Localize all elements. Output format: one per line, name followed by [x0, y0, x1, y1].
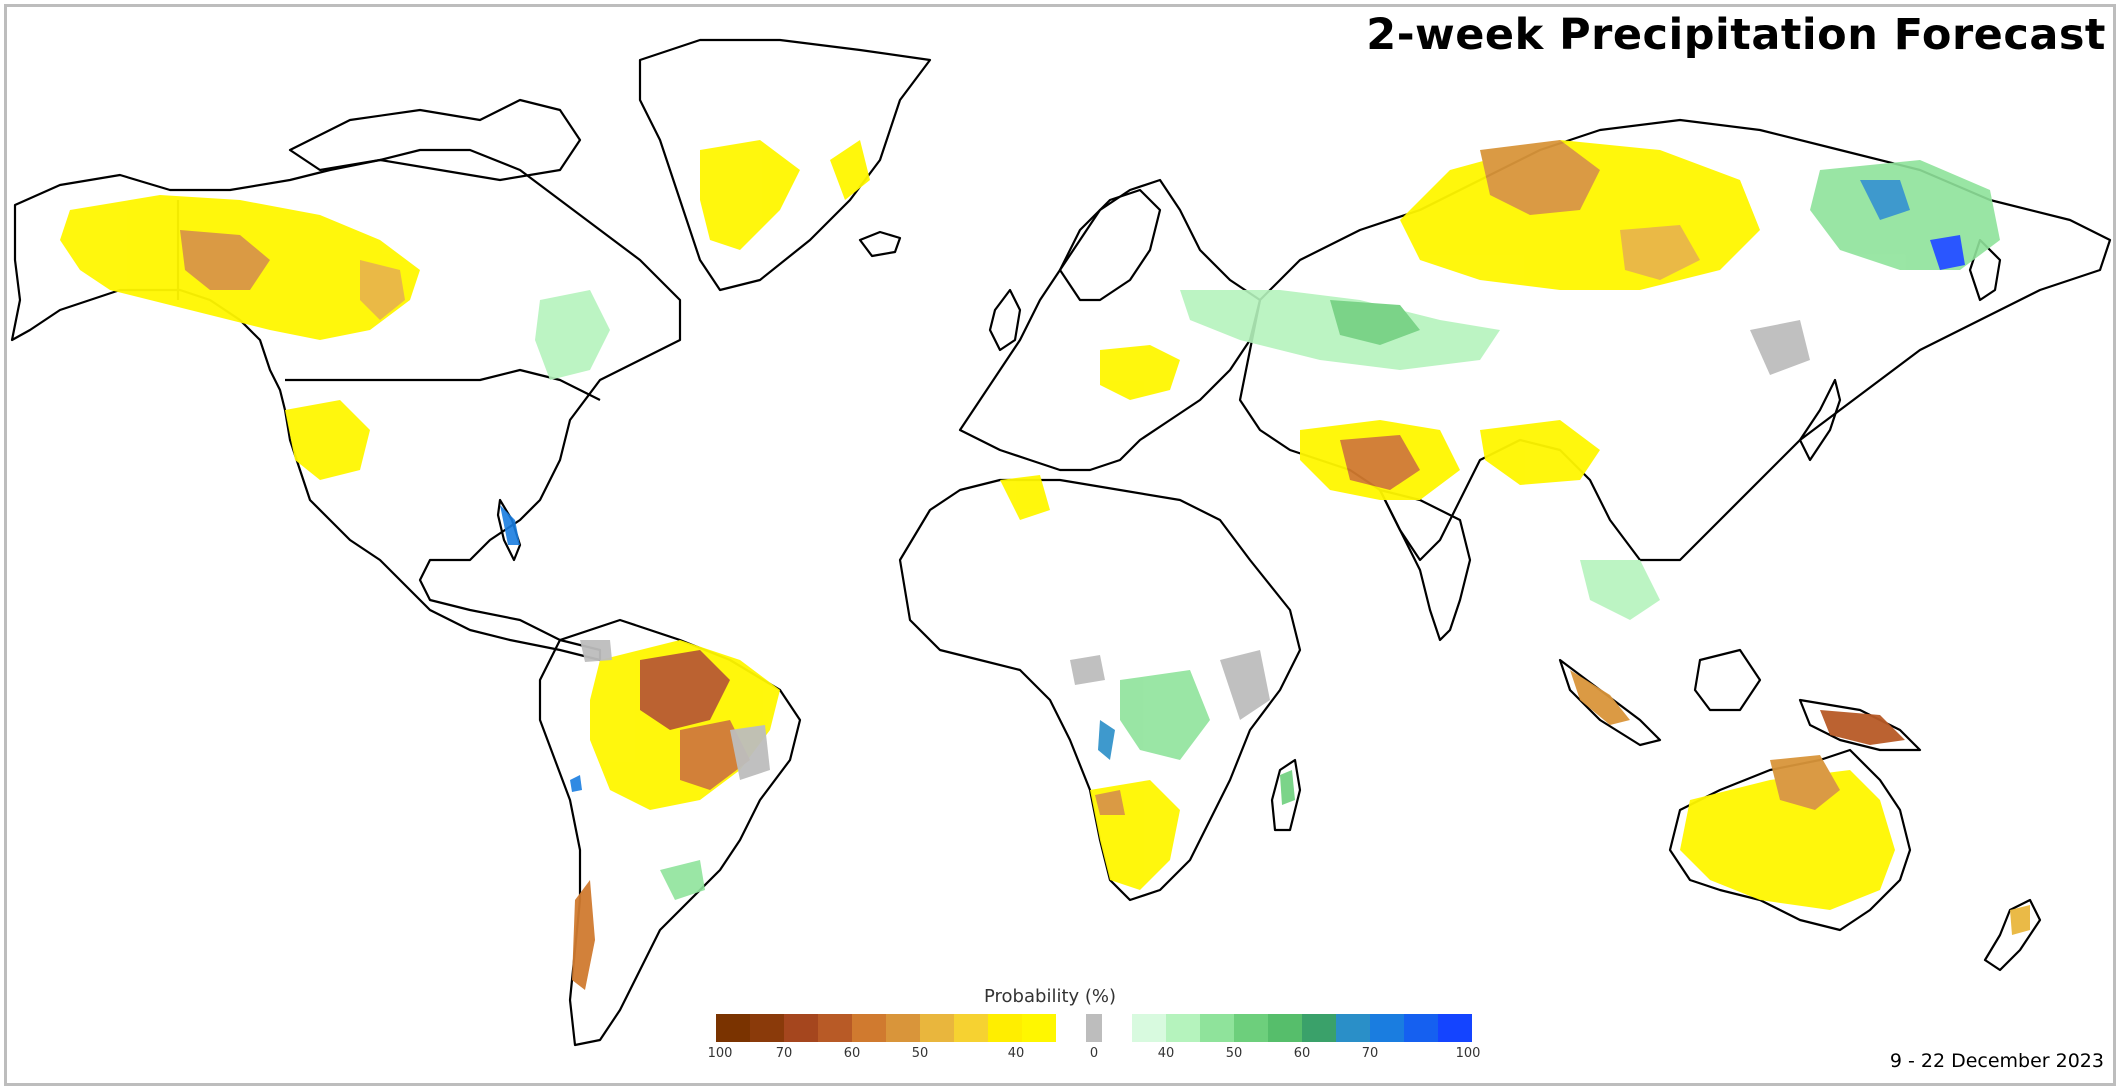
legend-swatch-wet [1302, 1014, 1336, 1042]
amur-neutral [1750, 320, 1810, 375]
legend-ticks: 100 70 60 50 40 0 40 50 60 70 100 [708, 1046, 1481, 1062]
uk-outline [988, 288, 1022, 352]
legend-tick-wet: 70 [1361, 1046, 1379, 1061]
russia-dry-core-2 [1620, 225, 1700, 280]
probability-legend: Probability (%) 100 70 60 50 40 0 40 50 60 70 100 [708, 986, 1481, 1061]
new-zealand-dry [2010, 905, 2030, 935]
legend-gap [1056, 1014, 1086, 1042]
southern-africa-dry-core [1095, 790, 1125, 815]
madagascar-wet [1280, 770, 1295, 805]
legend-tick-wet: 50 [1225, 1046, 1243, 1061]
legend-swatch-wet [1438, 1014, 1472, 1042]
greenland-dry [700, 140, 800, 250]
madagascar-outline [1270, 758, 1302, 832]
africa-outline [898, 478, 1302, 902]
east-africa-wet [1120, 670, 1210, 760]
legend-swatch-wet [1200, 1014, 1234, 1042]
dry-anomaly-areas [60, 140, 2030, 990]
legend-tick-dry: 40 [1007, 1046, 1025, 1061]
map-title: 2-week Precipitation Forecast [1366, 10, 2106, 60]
date-range: 9 - 22 December 2023 [1889, 1050, 2104, 1072]
florida-wet [500, 505, 520, 545]
legend-swatch-wet [1336, 1014, 1370, 1042]
angola-wet [1098, 720, 1115, 760]
peru-wet [570, 775, 582, 792]
alaska-canada-dry-core [180, 230, 270, 290]
siberia-wet-core [1330, 300, 1420, 345]
legend-swatch-neutral [1086, 1014, 1102, 1042]
legend-swatch-dry [852, 1014, 886, 1042]
legend-tick-wet: 40 [1157, 1046, 1175, 1061]
legend-swatch-dry [886, 1014, 920, 1042]
legend-swatch-dry [784, 1014, 818, 1042]
amazon-dry-core [640, 650, 730, 730]
legend-color-bar [716, 1014, 1472, 1042]
borneo-outline [1693, 648, 1762, 712]
kamchatka-outline [1968, 238, 2002, 302]
new-zealand-outline [1983, 898, 2042, 972]
australia-dry [1680, 770, 1895, 910]
legend-tick-dry: 100 [707, 1046, 733, 1061]
chile-dry [572, 880, 595, 990]
legend-swatch-dry [1022, 1014, 1056, 1042]
legend-swatch-dry [716, 1014, 750, 1042]
horn-africa-neutral [1220, 650, 1270, 720]
legend-swatch-wet [1404, 1014, 1438, 1042]
sumatra-dry [1570, 670, 1630, 725]
india-outline [1378, 488, 1472, 642]
legend-swatch-dry [750, 1014, 784, 1042]
new-guinea-outline [1798, 698, 1922, 752]
europe-outline [958, 178, 1262, 472]
se-asia-wet [1580, 560, 1660, 620]
us-canada-border [285, 368, 601, 401]
colombia-neutral [580, 640, 612, 662]
central-africa-neutral [1070, 655, 1105, 685]
legend-swatch-wet [1268, 1014, 1302, 1042]
legend-tick-wet: 60 [1293, 1046, 1311, 1061]
new-guinea-dry [1820, 710, 1905, 745]
legend-title: Probability (%) [984, 986, 1117, 1007]
west-africa-dry [1000, 475, 1050, 520]
australia-dry-core [1770, 755, 1840, 810]
japan-outline [1798, 378, 1842, 462]
legend-swatch-wet [1370, 1014, 1404, 1042]
china-dry [1480, 420, 1600, 485]
legend-swatch-dry [818, 1014, 852, 1042]
legend-tick-dry: 60 [843, 1046, 861, 1061]
hudson-bay-wet [535, 290, 610, 380]
legend-swatch-dry [920, 1014, 954, 1042]
legend-swatch-dry [988, 1014, 1022, 1042]
legend-tick-neutral: 0 [1089, 1046, 1099, 1061]
legend-tick-dry: 70 [775, 1046, 793, 1061]
brazil-neutral [730, 725, 770, 780]
ukraine-dry [1100, 345, 1180, 400]
neutral-areas [580, 320, 1810, 780]
east-siberia-wet-core [1860, 180, 1910, 220]
greenland-dry-2 [830, 140, 870, 200]
iceland-outline [858, 230, 902, 258]
us-west-dry [285, 400, 370, 480]
legend-swatch-wet [1132, 1014, 1166, 1042]
legend-tick-dry: 50 [911, 1046, 929, 1061]
scandinavia-outline [1058, 188, 1162, 302]
wet-anomaly-areas [500, 160, 2000, 900]
east-siberia-wet-core-2 [1930, 235, 1965, 270]
east-siberia-wet [1810, 160, 2000, 270]
arctic-islands [288, 98, 582, 182]
uruguay-wet [660, 860, 705, 900]
greenland-outline [638, 38, 932, 292]
legend-gap [1102, 1014, 1132, 1042]
central-asia-dry-core [1340, 435, 1420, 490]
legend-swatch-wet [1166, 1014, 1200, 1042]
yukon-dry-core [360, 260, 405, 320]
legend-tick-wet: 100 [1455, 1046, 1481, 1061]
russia-dry-core [1480, 140, 1600, 215]
legend-swatch-wet [1234, 1014, 1268, 1042]
legend-swatch-dry [954, 1014, 988, 1042]
